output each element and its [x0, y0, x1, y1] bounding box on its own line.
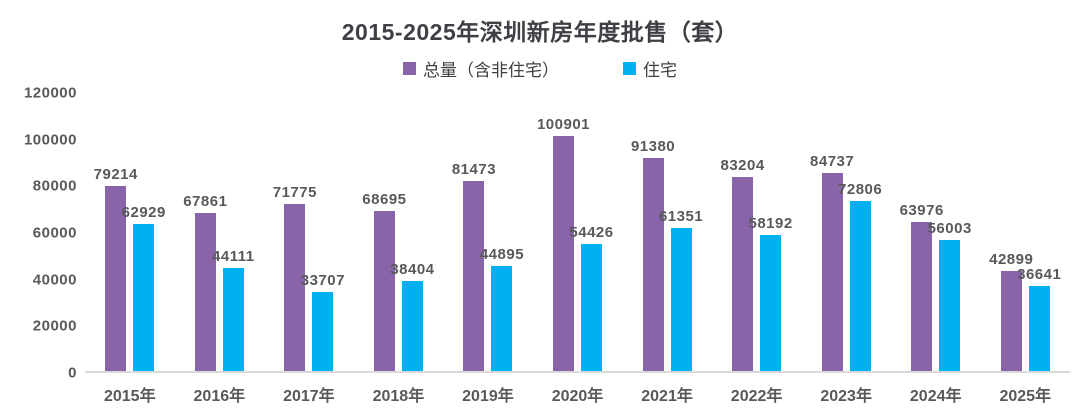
x-axis-label-2019年: 2019年 — [462, 388, 514, 405]
plot-row: 0 20000 40000 60000 80000 100000 120000 79214 6… — [0, 85, 1080, 382]
bar-total-2022年: 83204 — [720, 157, 764, 371]
bar-label-residential-2015年: 62929 — [121, 204, 166, 221]
x-axis-label-2021年: 2021年 — [641, 388, 693, 405]
bar-total-2019年: 81473 — [452, 161, 496, 371]
x-axis-label-2023年: 2023年 — [820, 388, 872, 405]
bar-label-total-2025年: 42899 — [989, 251, 1034, 268]
bar-label-total-2017年: 71775 — [272, 184, 317, 201]
bar-total-2024年: 63976 — [900, 202, 943, 371]
bar-label-residential-2025年: 36641 — [1017, 266, 1062, 283]
x-axis-label-2015年: 2015年 — [103, 388, 156, 405]
legend-label-residential: 住宅 — [643, 61, 677, 80]
bar-residential-2017年: 33707 — [301, 272, 344, 371]
bar-group-2015年: 79214 62929 — [85, 93, 175, 371]
x-axis-label-2017年: 2017年 — [283, 388, 335, 405]
legend-item-total: 总量（含非住宅） — [403, 56, 559, 81]
bar-residential-2018年: 38404 — [390, 261, 434, 371]
bar-label-total-2023年: 84737 — [810, 153, 855, 170]
bar-label-total-2022年: 83204 — [720, 157, 765, 174]
bar-group-2022年: 83204 58192 — [712, 93, 802, 371]
bar-label-total-2019年: 81473 — [451, 161, 497, 178]
y-axis-label: 60000 — [32, 224, 77, 242]
bar-total-2020年: 100901 — [537, 116, 590, 371]
bar-total-2015年: 79214 — [94, 166, 137, 371]
y-axis-label: 40000 — [32, 271, 77, 289]
bar-label-residential-2020年: 54426 — [569, 224, 614, 241]
bar-label-residential-2023年: 72806 — [838, 181, 883, 198]
bar-label-residential-2017年: 33707 — [300, 272, 345, 289]
legend-swatch-residential-icon — [623, 62, 636, 75]
bar-residential-2022年: 58192 — [748, 215, 792, 371]
bar-label-total-2018年: 68695 — [362, 191, 407, 208]
x-axis-label-2016年: 2016年 — [193, 388, 246, 405]
bar-residential-2023年: 72806 — [838, 181, 882, 371]
bar-label-total-2021年: 91380 — [630, 138, 676, 155]
x-axis-label-2022年: 2022年 — [730, 388, 783, 405]
x-axis-label-2020年: 2020年 — [551, 388, 604, 405]
bar-group-2025年: 42899 36641 — [980, 93, 1070, 371]
bar-group-2019年: 81473 44895 — [443, 93, 533, 371]
bar-label-total-2015年: 79214 — [93, 166, 138, 183]
x-axis-label-2018年: 2018年 — [372, 388, 425, 405]
bar-group-2020年: 100901 54426 — [533, 93, 623, 371]
bar-label-residential-2016年: 44111 — [212, 248, 255, 265]
bar-residential-2025年: 36641 — [1017, 266, 1061, 371]
bar-label-residential-2024年: 56003 — [927, 220, 972, 237]
bar-label-total-2020年: 100901 — [536, 116, 591, 133]
bar-total-2016年: 67861 — [183, 193, 227, 371]
legend-label-total: 总量（含非住宅） — [423, 61, 559, 80]
bar-residential-2020年: 54426 — [569, 224, 613, 371]
chart-title: 2015-2025年深圳新房年度批售（套） — [341, 19, 739, 45]
y-axis-label: 20000 — [32, 317, 77, 335]
bar-group-2017年: 71775 33707 — [264, 93, 354, 371]
bar-label-residential-2019年: 44895 — [479, 246, 525, 263]
y-axis: 0 20000 40000 60000 80000 100000 120000 — [0, 85, 85, 382]
legend: 总量（含非住宅） 住宅 — [0, 56, 1080, 81]
bar-total-2021年: 91380 — [631, 138, 675, 371]
bar-group-2024年: 63976 56003 — [891, 93, 981, 371]
bar-total-2023年: 84737 — [810, 153, 854, 371]
bar-total-2025年: 42899 — [989, 251, 1033, 371]
bar-label-total-2016年: 67861 — [183, 193, 228, 210]
x-axis-label-2025年: 2025年 — [999, 388, 1052, 405]
x-axis-label-2024年: 2024年 — [909, 388, 962, 405]
bar-group-2018年: 68695 38404 — [354, 93, 444, 371]
bar-label-residential-2018年: 38404 — [390, 261, 435, 278]
legend-swatch-total-icon — [403, 62, 416, 75]
y-axis-label: 0 — [68, 364, 77, 382]
bar-residential-2015年: 62929 — [122, 204, 165, 371]
legend-item-residential: 住宅 — [623, 56, 677, 81]
x-axis: 2015年 2016年 2017年 2018年 2019年 2020年 2021年 2022年… — [85, 382, 1070, 406]
y-axis-label: 80000 — [32, 177, 77, 195]
y-axis-label: 120000 — [23, 84, 77, 102]
bar-label-residential-2022年: 58192 — [748, 215, 793, 232]
bar-residential-2024年: 56003 — [928, 220, 971, 371]
bar-group-2016年: 67861 44111 — [175, 93, 265, 371]
bar-total-2017年: 71775 — [273, 184, 316, 371]
bar-label-residential-2021年: 61351 — [658, 208, 704, 225]
bar-residential-2019年: 44895 — [480, 246, 524, 371]
plot-area: 79214 62929 67861 44111 71775 33707 68695 38404… — [85, 93, 1070, 373]
bar-group-2023年: 84737 72806 — [801, 93, 891, 371]
bar-group-2021年: 91380 61351 — [622, 93, 712, 371]
y-axis-label: 100000 — [23, 131, 77, 149]
bar-residential-2021年: 61351 — [659, 208, 703, 371]
bar-label-total-2024年: 63976 — [899, 202, 944, 219]
bar-residential-2016年: 44111 — [212, 248, 254, 371]
bar-total-2018年: 68695 — [362, 191, 406, 371]
